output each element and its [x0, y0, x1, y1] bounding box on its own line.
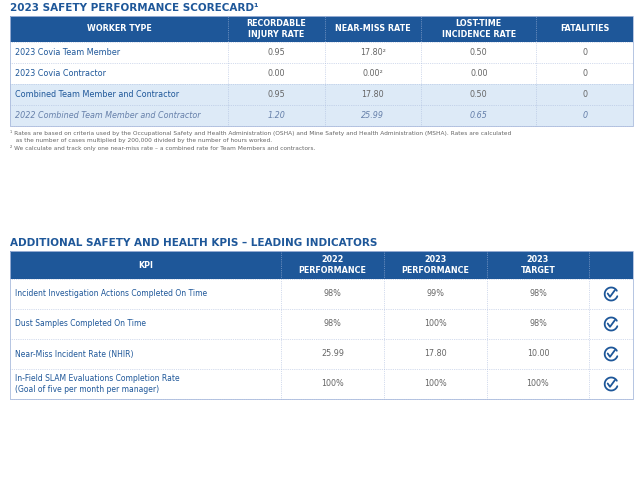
Text: 100%: 100% — [424, 379, 447, 389]
Text: 0.00: 0.00 — [267, 69, 285, 78]
FancyBboxPatch shape — [10, 251, 633, 279]
Text: 98%: 98% — [323, 290, 341, 298]
Text: 25.99: 25.99 — [361, 111, 385, 120]
Text: 100%: 100% — [321, 379, 344, 389]
Text: 100%: 100% — [424, 319, 447, 328]
Text: LOST-TIME
INCIDENCE RATE: LOST-TIME INCIDENCE RATE — [442, 19, 516, 39]
Text: FATALITIES: FATALITIES — [560, 24, 610, 33]
Text: 2023
PERFORMANCE: 2023 PERFORMANCE — [401, 255, 469, 275]
FancyBboxPatch shape — [10, 105, 633, 126]
Text: Combined Team Member and Contractor: Combined Team Member and Contractor — [15, 90, 179, 99]
FancyBboxPatch shape — [10, 339, 633, 369]
Text: 99%: 99% — [426, 290, 444, 298]
Text: 0: 0 — [582, 111, 587, 120]
FancyBboxPatch shape — [10, 16, 633, 42]
Text: 0.95: 0.95 — [267, 90, 285, 99]
Text: 2023 Covia Team Member: 2023 Covia Team Member — [15, 48, 120, 57]
Text: 0: 0 — [582, 48, 587, 57]
Text: 17.80: 17.80 — [361, 90, 385, 99]
Text: Dust Samples Completed On Time: Dust Samples Completed On Time — [15, 319, 146, 328]
Text: RECORDABLE
INJURY RATE: RECORDABLE INJURY RATE — [246, 19, 306, 39]
Text: In-Field SLAM Evaluations Completion Rate
(Goal of five per month per manager): In-Field SLAM Evaluations Completion Rat… — [15, 374, 179, 393]
FancyBboxPatch shape — [10, 279, 633, 309]
Text: 2022 Combined Team Member and Contractor: 2022 Combined Team Member and Contractor — [15, 111, 201, 120]
Text: KPI: KPI — [138, 261, 153, 270]
Text: 2023 SAFETY PERFORMANCE SCORECARD¹: 2023 SAFETY PERFORMANCE SCORECARD¹ — [10, 3, 258, 13]
FancyBboxPatch shape — [10, 309, 633, 339]
Text: 98%: 98% — [529, 319, 547, 328]
FancyBboxPatch shape — [10, 42, 633, 63]
Text: Near-Miss Incident Rate (NHIR): Near-Miss Incident Rate (NHIR) — [15, 349, 134, 359]
Text: WORKER TYPE: WORKER TYPE — [87, 24, 151, 33]
Text: 0.95: 0.95 — [267, 48, 285, 57]
Text: 0.50: 0.50 — [470, 90, 487, 99]
Text: 0: 0 — [582, 90, 587, 99]
FancyBboxPatch shape — [10, 84, 633, 105]
Text: ADDITIONAL SAFETY AND HEALTH KPIS – LEADING INDICATORS: ADDITIONAL SAFETY AND HEALTH KPIS – LEAD… — [10, 238, 377, 248]
Text: 98%: 98% — [323, 319, 341, 328]
Text: 0.65: 0.65 — [470, 111, 488, 120]
Text: 2022
PERFORMANCE: 2022 PERFORMANCE — [298, 255, 367, 275]
Text: 2023
TARGET: 2023 TARGET — [521, 255, 556, 275]
Text: 98%: 98% — [529, 290, 547, 298]
Text: 100%: 100% — [527, 379, 549, 389]
Text: 1.20: 1.20 — [267, 111, 285, 120]
Text: 10.00: 10.00 — [527, 349, 549, 359]
Text: 17.80: 17.80 — [424, 349, 446, 359]
Text: 0.00²: 0.00² — [363, 69, 383, 78]
FancyBboxPatch shape — [10, 369, 633, 399]
Text: 17.80²: 17.80² — [360, 48, 386, 57]
Text: 25.99: 25.99 — [321, 349, 344, 359]
Text: 0.50: 0.50 — [470, 48, 487, 57]
Text: 2023 Covia Contractor: 2023 Covia Contractor — [15, 69, 106, 78]
FancyBboxPatch shape — [10, 63, 633, 84]
Text: 0: 0 — [582, 69, 587, 78]
Text: Incident Investigation Actions Completed On Time: Incident Investigation Actions Completed… — [15, 290, 207, 298]
Text: NEAR-MISS RATE: NEAR-MISS RATE — [335, 24, 411, 33]
Text: ² We calculate and track only one near-miss rate – a combined rate for Team Memb: ² We calculate and track only one near-m… — [10, 145, 315, 151]
Text: ¹ Rates are based on criteria used by the Occupational Safety and Health Adminis: ¹ Rates are based on criteria used by th… — [10, 130, 511, 143]
Text: 0.00: 0.00 — [470, 69, 487, 78]
